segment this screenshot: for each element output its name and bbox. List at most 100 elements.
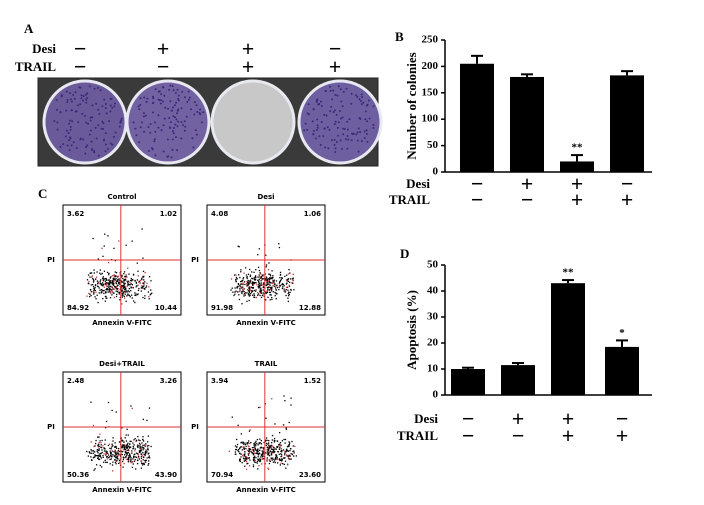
event-dot bbox=[240, 442, 242, 444]
event-dot bbox=[90, 291, 93, 293]
event-dot bbox=[253, 296, 255, 298]
event-dot bbox=[242, 282, 244, 284]
event-dot bbox=[252, 286, 254, 289]
event-dot bbox=[90, 452, 92, 454]
treatment-sign: − bbox=[329, 36, 342, 61]
event-dot bbox=[253, 294, 256, 297]
event-dot bbox=[110, 458, 112, 460]
event-dot bbox=[139, 451, 141, 453]
event-dot bbox=[246, 457, 249, 459]
event-dot bbox=[261, 274, 263, 276]
treatment-sign: − bbox=[471, 171, 484, 196]
event-dot bbox=[278, 458, 280, 461]
event-dot bbox=[246, 458, 248, 460]
colony bbox=[357, 150, 360, 153]
event-dot bbox=[137, 281, 140, 283]
event-dot bbox=[120, 284, 123, 287]
event-dot bbox=[263, 450, 265, 452]
event-dot bbox=[241, 446, 243, 448]
event-dot bbox=[128, 287, 131, 290]
colony bbox=[103, 98, 106, 101]
event-dot bbox=[253, 444, 256, 446]
colony bbox=[72, 93, 75, 96]
event-dot bbox=[124, 448, 126, 450]
event-dot bbox=[269, 299, 271, 301]
colony bbox=[181, 90, 184, 93]
event-dot bbox=[117, 280, 119, 282]
event-dot bbox=[268, 455, 271, 457]
event-dot bbox=[280, 444, 282, 446]
event-dot bbox=[113, 280, 115, 282]
event-dot bbox=[282, 286, 284, 288]
event-dot bbox=[228, 450, 230, 452]
colony bbox=[350, 102, 353, 105]
event-dot bbox=[283, 457, 285, 459]
event-dot bbox=[237, 450, 239, 452]
event-dot bbox=[92, 424, 95, 427]
event-dot bbox=[272, 275, 274, 277]
event-dot bbox=[271, 439, 274, 441]
colony bbox=[324, 89, 327, 92]
event-dot bbox=[114, 455, 116, 457]
colony bbox=[94, 126, 97, 129]
event-dot bbox=[253, 457, 255, 459]
colony bbox=[361, 96, 364, 99]
event-dot bbox=[261, 458, 264, 460]
event-dot bbox=[237, 285, 239, 287]
event-dot bbox=[275, 298, 277, 300]
event-dot bbox=[105, 291, 107, 293]
event-dot bbox=[93, 272, 95, 274]
colony bbox=[69, 125, 72, 128]
event-dot bbox=[93, 469, 95, 471]
event-dot bbox=[249, 442, 251, 445]
event-dot bbox=[149, 457, 151, 459]
colony bbox=[114, 102, 117, 105]
colony bbox=[89, 119, 92, 122]
event-dot bbox=[90, 401, 92, 403]
event-dot bbox=[267, 468, 270, 470]
treatment-sign: − bbox=[157, 54, 170, 79]
event-dot bbox=[115, 275, 117, 277]
event-dot bbox=[234, 287, 236, 289]
colony bbox=[88, 85, 91, 88]
event-dot bbox=[117, 449, 120, 452]
colony bbox=[144, 114, 147, 117]
colony bbox=[152, 95, 155, 98]
x-axis-label: Annexin V-FITC bbox=[236, 319, 296, 327]
event-dot bbox=[246, 443, 248, 445]
event-dot bbox=[124, 291, 127, 293]
colony bbox=[142, 112, 145, 115]
event-dot bbox=[119, 450, 121, 453]
event-dot bbox=[274, 450, 276, 453]
colony bbox=[195, 104, 198, 107]
event-dot bbox=[89, 272, 91, 274]
event-dot bbox=[102, 454, 104, 457]
colony bbox=[95, 102, 98, 105]
colony bbox=[89, 116, 92, 119]
colony bbox=[104, 143, 107, 146]
event-dot bbox=[266, 291, 269, 293]
event-dot bbox=[121, 444, 123, 447]
event-dot bbox=[275, 454, 277, 456]
colony bbox=[173, 104, 176, 107]
event-dot bbox=[268, 286, 270, 288]
event-dot bbox=[108, 272, 110, 275]
event-dot bbox=[266, 282, 268, 284]
event-dot bbox=[293, 450, 295, 452]
colony bbox=[324, 146, 327, 149]
event-dot bbox=[92, 452, 94, 455]
event-dot bbox=[130, 440, 132, 442]
colony bbox=[188, 96, 191, 99]
event-dot bbox=[105, 297, 107, 299]
event-dot bbox=[245, 274, 248, 276]
event-dot bbox=[125, 455, 127, 458]
event-dot bbox=[107, 456, 110, 459]
event-dot bbox=[120, 450, 123, 453]
colony bbox=[169, 121, 172, 124]
event-dot bbox=[99, 452, 102, 455]
event-dot bbox=[128, 456, 130, 459]
event-dot bbox=[267, 467, 269, 469]
event-dot bbox=[111, 282, 113, 284]
event-dot bbox=[131, 466, 134, 469]
colony bbox=[160, 93, 163, 96]
